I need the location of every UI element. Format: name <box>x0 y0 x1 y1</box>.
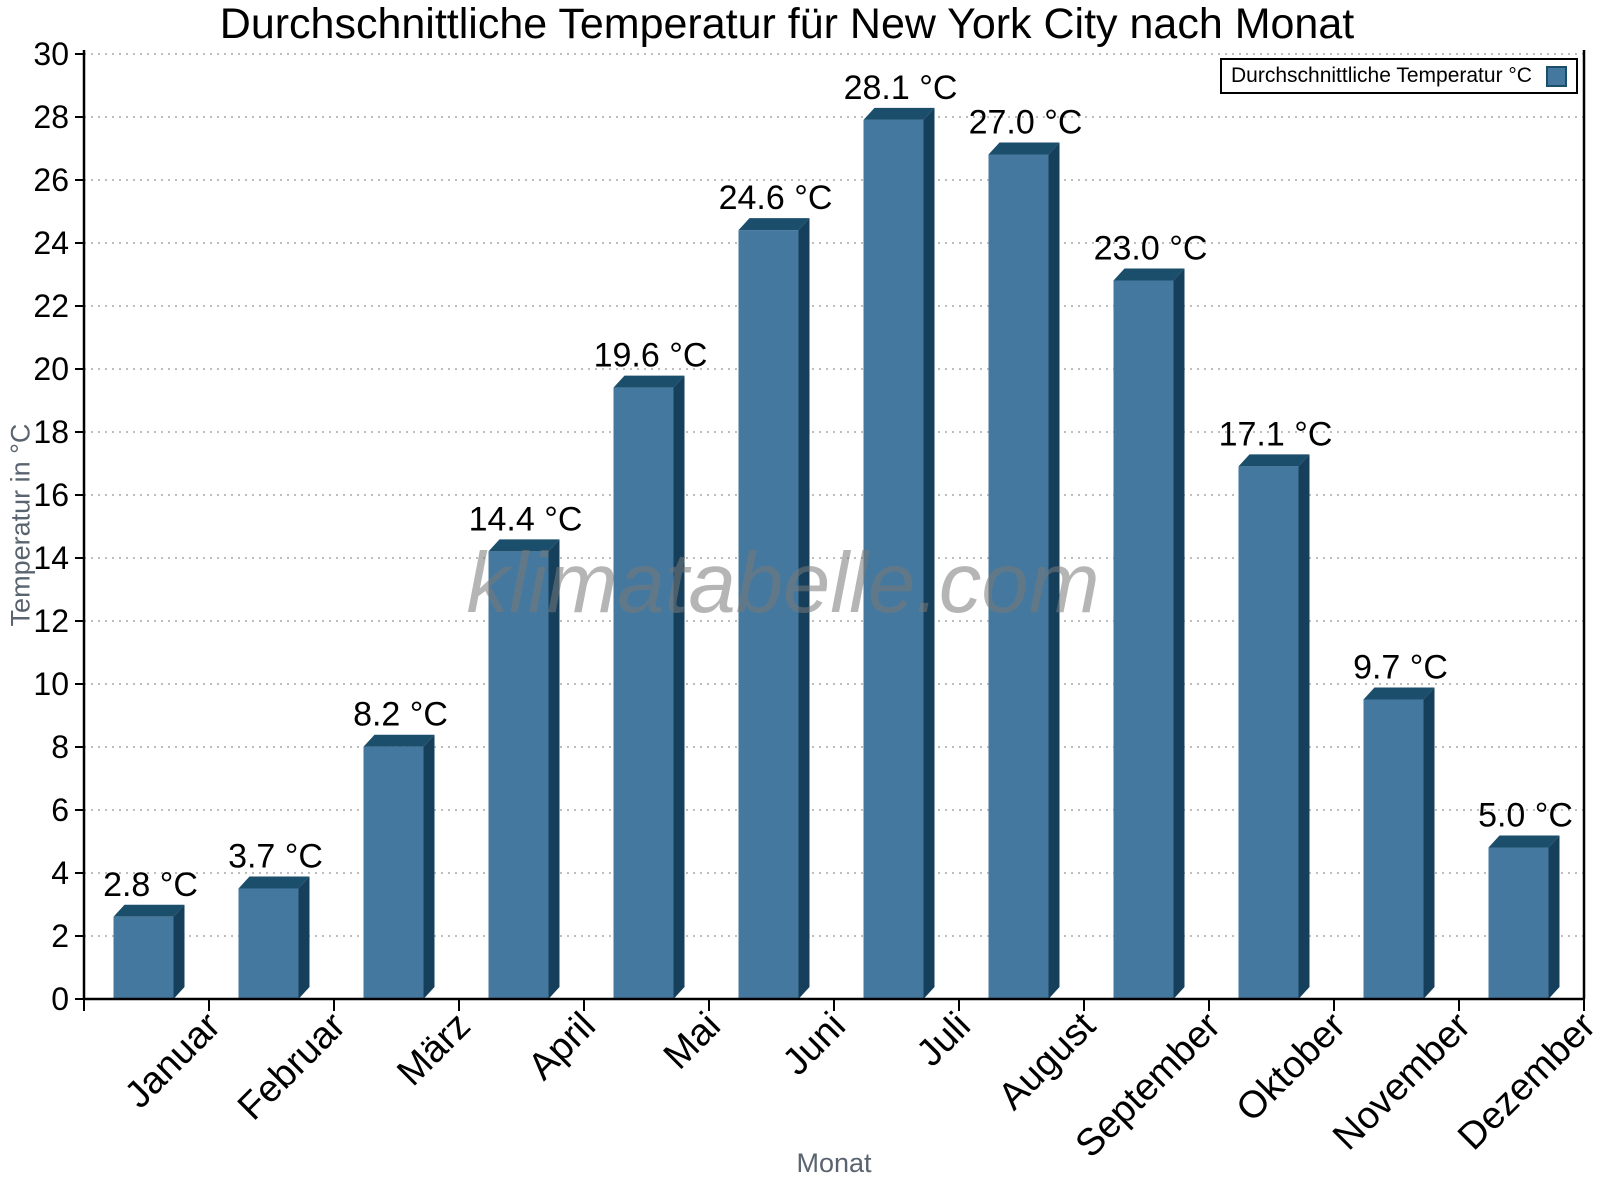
bar-märz <box>363 746 424 999</box>
bar-value-label-dezember: 5.0 °C <box>1478 797 1573 835</box>
legend: Durchschnittliche Temperatur °C <box>1220 58 1578 94</box>
bar-value-label-mai: 19.6 °C <box>594 337 708 375</box>
bar-value-label-september: 23.0 °C <box>1094 230 1208 268</box>
x-tick-label-juni: Juni <box>775 1005 854 1084</box>
legend-label: Durchschnittliche Temperatur °C <box>1231 64 1532 87</box>
y-tick-label-4: 4 <box>51 855 69 891</box>
bar-februar <box>238 888 299 999</box>
bar-dezember <box>1488 847 1549 999</box>
bar-november <box>1363 699 1424 999</box>
bar-top-oktober <box>1238 454 1310 467</box>
bar-value-label-november: 9.7 °C <box>1353 648 1448 686</box>
bar-side-august <box>1048 142 1060 999</box>
bar-august <box>988 154 1049 999</box>
chart-title: Durchschnittliche Temperatur für New Yor… <box>219 0 1355 48</box>
bar-side-märz <box>423 734 435 999</box>
bar-top-juli <box>863 107 935 120</box>
y-tick-label-2: 2 <box>51 918 69 954</box>
y-tick-label-14: 14 <box>33 540 69 576</box>
y-tick-label-22: 22 <box>33 288 69 324</box>
y-tick-label-26: 26 <box>33 162 69 198</box>
y-tick-label-24: 24 <box>33 225 69 261</box>
x-tick-label-februar: Februar <box>230 1004 354 1128</box>
y-tick-label-16: 16 <box>33 477 69 513</box>
bar-top-märz <box>363 734 435 747</box>
bar-oktober <box>1238 466 1299 1000</box>
y-axis-title: Temperatur in °C <box>5 423 36 627</box>
bar-value-label-juni: 24.6 °C <box>719 179 833 217</box>
bar-value-label-märz: 8.2 °C <box>353 696 448 734</box>
bar-side-juli <box>923 107 935 1000</box>
bar-top-mai <box>613 375 685 388</box>
x-tick-label-april: April <box>520 1005 603 1088</box>
y-tick-label-6: 6 <box>51 792 69 828</box>
bar-side-februar <box>298 876 310 999</box>
bar-september <box>1113 280 1174 999</box>
bar-top-januar <box>113 904 185 917</box>
bar-value-label-april: 14.4 °C <box>469 500 583 538</box>
bar-side-juni <box>798 218 810 1000</box>
y-tick-label-10: 10 <box>33 666 69 702</box>
x-tick-label-juli: Juli <box>909 1005 979 1075</box>
bar-juni <box>738 230 799 1000</box>
x-axis-title: Monat <box>796 1148 872 1178</box>
y-tick-label-8: 8 <box>51 729 69 765</box>
x-tick-label-märz: März <box>389 1005 478 1094</box>
bar-top-november <box>1363 687 1435 700</box>
x-tick-label-mai: Mai <box>656 1005 729 1078</box>
x-tick-label-dezember: Dezember <box>1450 1004 1600 1158</box>
y-tick-label-0: 0 <box>51 981 69 1017</box>
bar-side-mai <box>673 375 685 1000</box>
bar-top-april <box>488 539 560 552</box>
y-tick-label-20: 20 <box>33 351 69 387</box>
bar-side-november <box>1423 687 1435 999</box>
bar-januar <box>113 916 174 999</box>
x-tick-label-januar: Januar <box>117 1004 229 1116</box>
bar-top-februar <box>238 876 310 889</box>
y-tick-label-12: 12 <box>33 603 69 639</box>
bar-mai <box>613 387 674 1000</box>
bar-value-label-juli: 28.1 °C <box>844 69 958 107</box>
x-tick-label-august: August <box>991 1004 1105 1118</box>
bar-top-august <box>988 142 1060 155</box>
y-tick-label-18: 18 <box>33 414 69 450</box>
y-tick-label-28: 28 <box>33 99 69 135</box>
bar-top-dezember <box>1488 835 1560 848</box>
bar-top-september <box>1113 268 1185 281</box>
bar-value-label-februar: 3.7 °C <box>228 837 323 875</box>
bar-april <box>488 551 549 999</box>
bar-value-label-august: 27.0 °C <box>969 104 1083 142</box>
bar-value-label-januar: 2.8 °C <box>103 866 198 904</box>
bar-top-juni <box>738 218 810 231</box>
bar-side-oktober <box>1298 454 1310 1000</box>
legend-swatch <box>1545 65 1567 87</box>
bar-side-september <box>1173 268 1185 999</box>
bar-side-januar <box>173 904 185 999</box>
bar-juli <box>863 119 924 1000</box>
bar-side-april <box>548 539 560 999</box>
bar-value-label-oktober: 17.1 °C <box>1219 415 1333 453</box>
y-tick-label-30: 30 <box>33 36 69 72</box>
bar-side-dezember <box>1548 835 1560 999</box>
x-tick-label-oktober: Oktober <box>1229 1004 1355 1130</box>
